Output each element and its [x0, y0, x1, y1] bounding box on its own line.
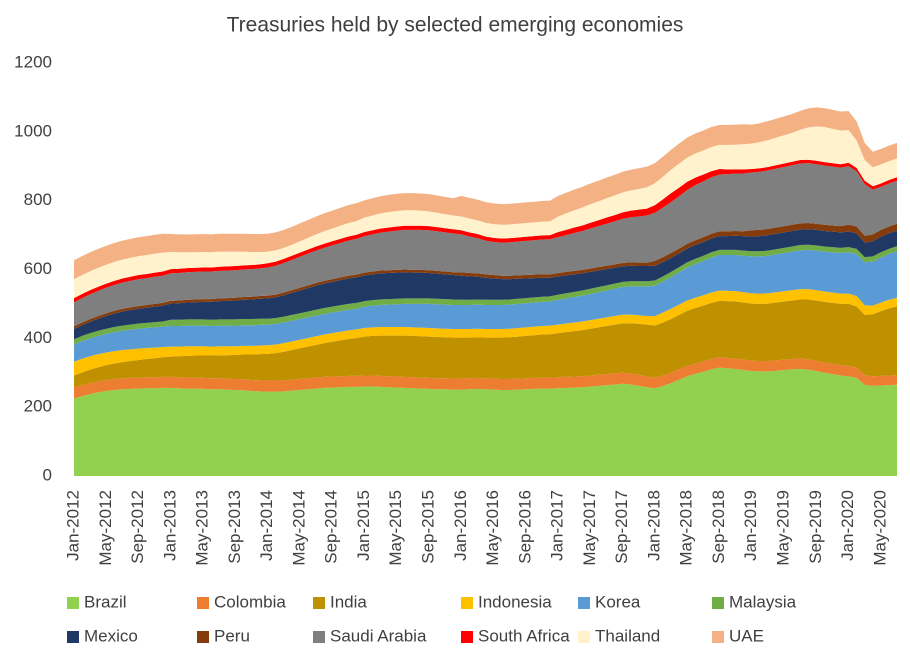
x-tick-label: May-2015	[386, 490, 405, 566]
x-tick-label: Sep-2018	[709, 490, 728, 564]
area	[74, 223, 897, 330]
x-tick-label: May-2014	[289, 490, 308, 566]
x-tick-label: Sep-2014	[322, 490, 341, 564]
legend-swatch	[197, 597, 209, 609]
x-tick-label: Jan-2016	[451, 490, 470, 561]
x-tick-label: May-2012	[96, 490, 115, 566]
x-tick-label: May-2013	[193, 490, 212, 566]
x-tick-label: Jan-2015	[354, 490, 373, 561]
y-tick-label: 600	[24, 259, 52, 278]
y-tick-label: 800	[24, 190, 52, 209]
legend-label: UAE	[729, 626, 764, 645]
legend-label: Thailand	[595, 626, 660, 645]
x-tick-label: May-2016	[483, 490, 502, 566]
area	[74, 229, 897, 340]
x-tick-label: Jan-2014	[257, 490, 276, 561]
legend-label: Brazil	[84, 592, 127, 611]
legend-swatch	[197, 631, 209, 643]
chart-title: Treasuries held by selected emerging eco…	[227, 14, 684, 37]
y-tick-label: 1000	[14, 121, 52, 140]
x-tick-label: May-2018	[677, 490, 696, 566]
x-tick-label: Jan-2020	[838, 490, 857, 561]
x-tick-label: Jan-2017	[548, 490, 567, 561]
legend-label: South Africa	[478, 626, 570, 645]
legend-swatch	[578, 597, 590, 609]
x-tick-label: Jan-2013	[160, 490, 179, 561]
area	[74, 367, 897, 476]
legend-swatch	[578, 631, 590, 643]
x-tick-label: Sep-2012	[128, 490, 147, 564]
area	[74, 299, 897, 388]
x-tick-label: Sep-2016	[515, 490, 534, 564]
y-tick-label: 0	[43, 465, 52, 484]
x-tick-label: Jan-2019	[741, 490, 760, 561]
y-tick-label: 1200	[14, 52, 52, 71]
x-tick-label: May-2020	[870, 490, 889, 566]
area	[74, 126, 897, 299]
legend-label: Mexico	[84, 626, 138, 645]
legend-swatch	[313, 631, 325, 643]
x-tick-label: Jan-2012	[63, 490, 82, 561]
legend-swatch	[67, 631, 79, 643]
area	[74, 289, 897, 376]
legend-label: Saudi Arabia	[330, 626, 427, 645]
legend-label: Korea	[595, 592, 641, 611]
legend-swatch	[67, 597, 79, 609]
x-tick-label: Sep-2015	[419, 490, 438, 564]
area	[74, 244, 897, 345]
legend-swatch	[313, 597, 325, 609]
legend-label: Indonesia	[478, 592, 552, 611]
x-tick-label: Jan-2018	[644, 490, 663, 561]
x-tick-label: Sep-2017	[612, 490, 631, 564]
legend-label: Peru	[214, 626, 250, 645]
y-tick-label: 400	[24, 328, 52, 347]
legend-label: Malaysia	[729, 592, 797, 611]
area	[74, 357, 897, 399]
area	[74, 163, 897, 327]
x-tick-label: May-2017	[580, 490, 599, 566]
x-tick-label: Sep-2013	[225, 490, 244, 564]
legend-swatch	[712, 597, 724, 609]
legend-swatch	[712, 631, 724, 643]
legend-swatch	[461, 631, 473, 643]
area	[74, 249, 897, 362]
legend-label: Colombia	[214, 592, 286, 611]
x-tick-label: May-2019	[774, 490, 793, 566]
x-tick-label: Sep-2019	[806, 490, 825, 564]
y-tick-label: 200	[24, 397, 52, 416]
legend-swatch	[461, 597, 473, 609]
legend-label: India	[330, 592, 367, 611]
area	[74, 107, 897, 280]
